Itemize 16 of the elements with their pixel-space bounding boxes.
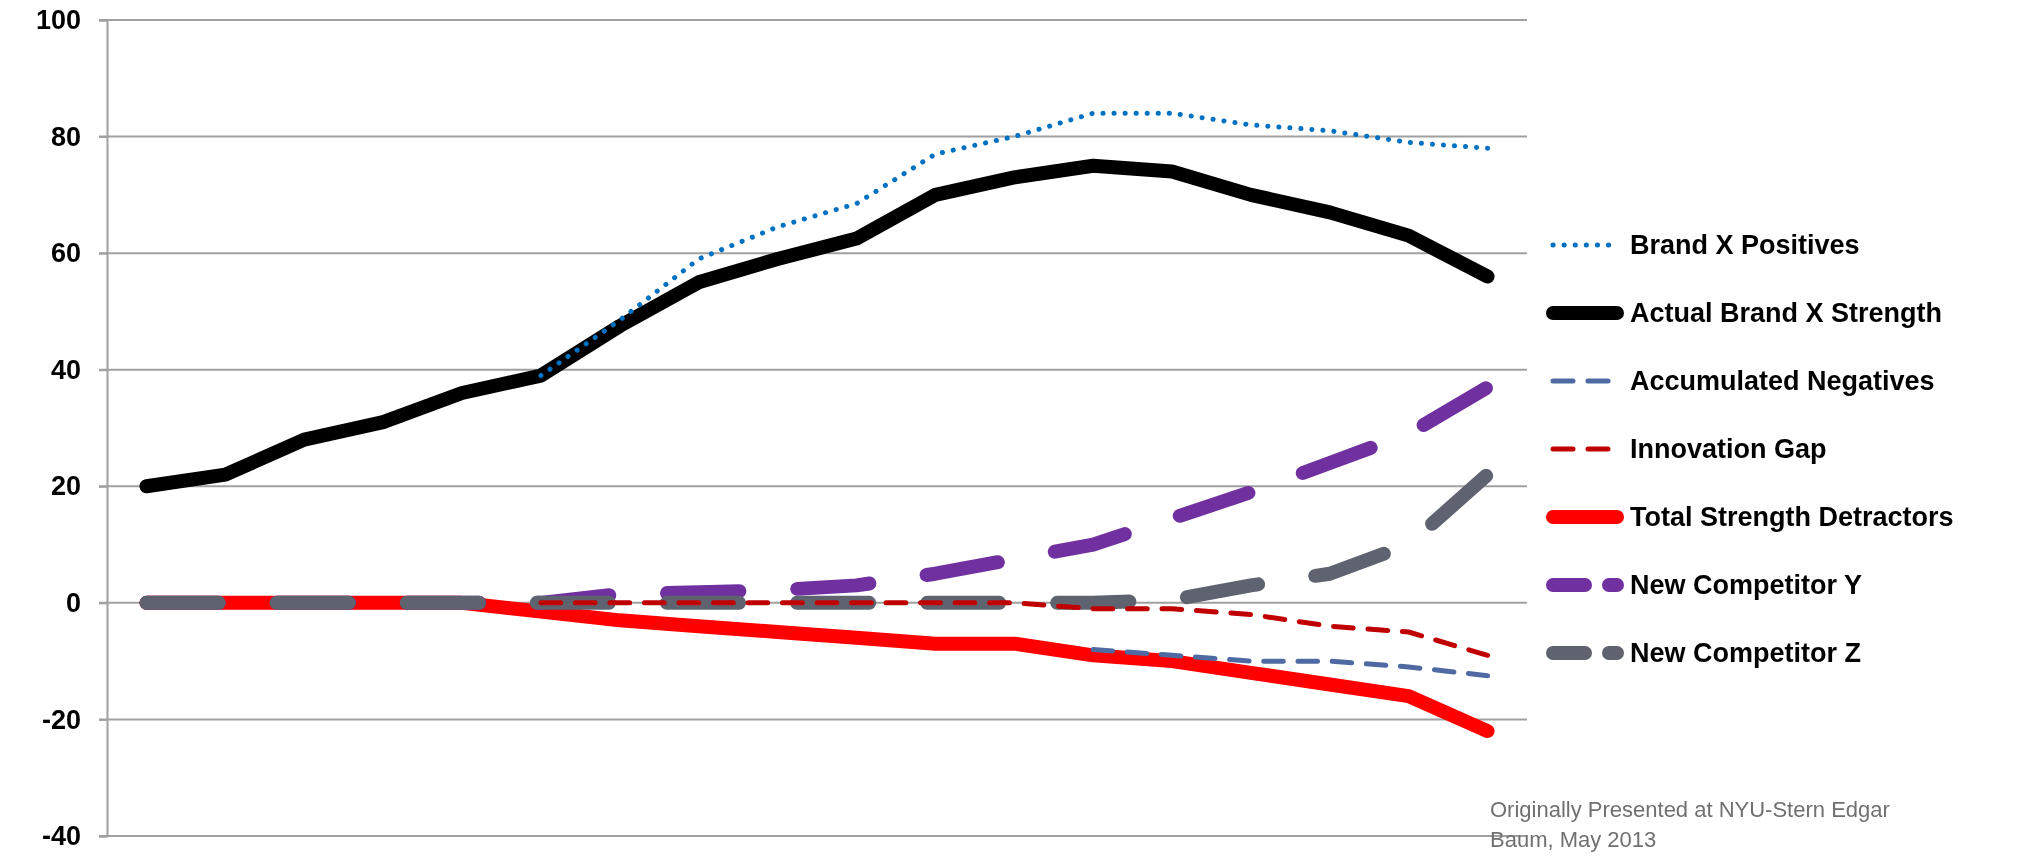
legend-label: Innovation Gap — [1630, 434, 1827, 465]
y-tick-label: 0 — [65, 588, 81, 618]
annotation: Originally Presented at NYU-Stern Edgar Baum, May 2013 — [1490, 796, 1891, 854]
y-tick-label: 60 — [50, 238, 81, 269]
y-tick-label: 100 — [35, 5, 81, 36]
y-tick-label: -20 — [41, 704, 81, 735]
legend-label: Actual Brand X Strength — [1630, 298, 1943, 329]
legend-label: New Competitor Z — [1630, 638, 1862, 669]
y-tick-label: -40 — [41, 821, 81, 852]
y-tick-label: 20 — [50, 471, 81, 502]
legend-label: New Competitor Y — [1630, 570, 1863, 601]
y-tick-label: 80 — [50, 121, 81, 152]
legend-label: Total Strength Detractors — [1630, 502, 1954, 533]
legend-label: Brand X Positives — [1630, 230, 1860, 261]
legend-label: Accumulated Negatives — [1630, 366, 1935, 397]
y-tick-label: 40 — [50, 354, 81, 385]
